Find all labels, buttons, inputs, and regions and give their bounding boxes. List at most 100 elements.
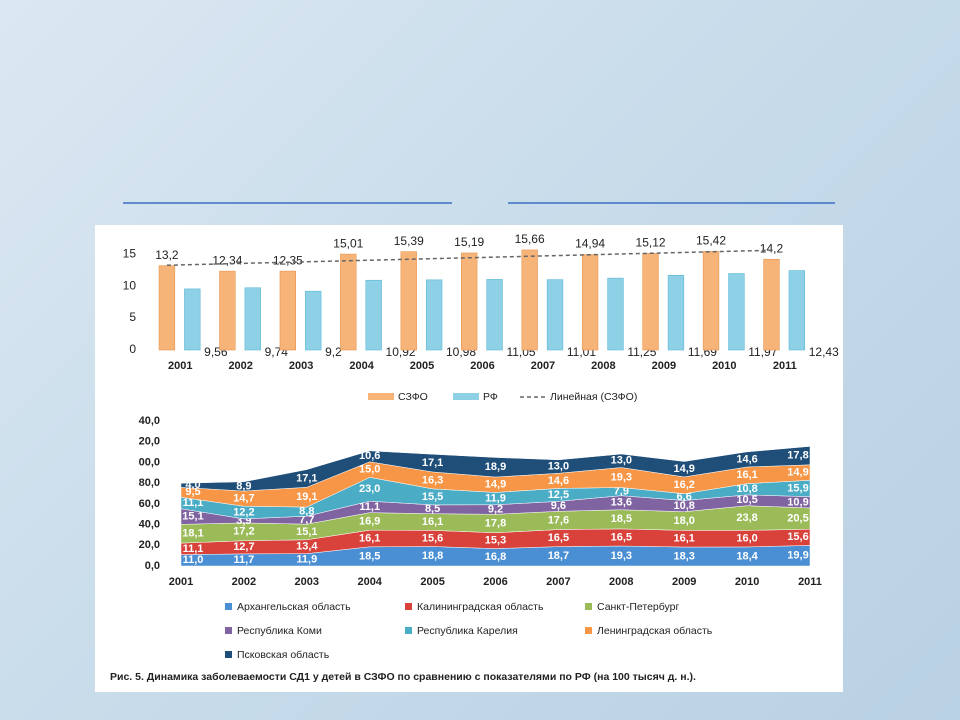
- data-label: 16,1: [736, 469, 757, 481]
- y-tick-label: 5: [129, 310, 136, 324]
- data-label: 20,5: [787, 513, 808, 525]
- x-tick-label: 2004: [349, 360, 374, 372]
- y-tick-label: 40,0: [139, 415, 160, 427]
- y-tick-label: 0,0: [145, 560, 160, 572]
- x-tick-label: 2008: [609, 576, 633, 588]
- x-tick-label: 2002: [228, 360, 252, 372]
- data-label: 15,5: [422, 491, 443, 503]
- data-label: 18,4: [736, 550, 758, 562]
- data-label: 19,1: [296, 491, 317, 503]
- x-tick-label: 2003: [289, 360, 313, 372]
- legend-label: Республика Коми: [237, 625, 322, 637]
- y-tick-label: 00,0: [139, 456, 160, 468]
- trend-line: [166, 249, 772, 266]
- data-label: 10,6: [359, 450, 380, 462]
- y-tick-label: 20,0: [139, 436, 160, 448]
- bar: [788, 270, 806, 351]
- data-label: 12,35: [273, 253, 303, 267]
- data-label: 16,0: [736, 533, 757, 545]
- bar: [486, 279, 503, 351]
- x-tick-label: 2006: [483, 576, 507, 588]
- data-label: 17,8: [485, 517, 506, 529]
- data-label: 7,9: [614, 485, 629, 497]
- x-tick-label: 2002: [232, 576, 256, 588]
- bar: [400, 251, 417, 351]
- x-tick-label: 2011: [773, 360, 797, 372]
- x-tick-label: 2006: [470, 360, 494, 372]
- bar: [667, 275, 685, 351]
- bar: [279, 270, 296, 351]
- data-label: 8,5: [425, 503, 440, 515]
- x-tick-label: 2011: [798, 576, 822, 588]
- bar: [521, 249, 538, 351]
- bar: [581, 254, 599, 351]
- legend-swatch: [405, 627, 412, 634]
- data-label: 17,6: [548, 514, 569, 526]
- y-tick-label: 15: [123, 246, 137, 260]
- data-label: 15,9: [787, 482, 808, 494]
- data-label: 16,1: [359, 532, 380, 544]
- data-label: 15,1: [296, 526, 317, 538]
- legend-label: Ленинградская область: [597, 625, 713, 637]
- data-label: 12,5: [548, 489, 569, 501]
- legend-swatch: [225, 627, 232, 634]
- data-label: 15,6: [787, 531, 808, 543]
- x-tick-label: 2010: [735, 576, 759, 588]
- data-label: 17,1: [296, 472, 317, 484]
- legend-swatch: [225, 651, 232, 658]
- bar: [546, 279, 564, 351]
- y-tick-label: 0: [129, 342, 136, 356]
- data-label: 15,19: [454, 235, 484, 249]
- bar: [305, 290, 322, 351]
- x-tick-label: 2001: [169, 576, 193, 588]
- data-label: 14,9: [787, 466, 808, 478]
- data-label: 18,5: [359, 550, 380, 562]
- data-label: 15,12: [636, 236, 666, 250]
- data-label: 17,8: [787, 449, 808, 461]
- data-label: 19,9: [787, 550, 808, 562]
- data-label: 23,8: [736, 512, 757, 524]
- data-label: 16,2: [673, 479, 694, 491]
- legend-label: Псковская область: [237, 649, 330, 661]
- data-label: 12,7: [233, 541, 254, 553]
- data-label: 15,6: [422, 532, 443, 544]
- y-tick-label: 60,0: [139, 498, 160, 510]
- data-label: 16,3: [422, 474, 443, 486]
- x-tick-label: 2007: [546, 576, 570, 588]
- bar: [244, 287, 261, 351]
- bar: [365, 279, 382, 351]
- data-label: 19,3: [611, 550, 632, 562]
- legend-swatch: [405, 603, 412, 610]
- x-tick-label: 2005: [420, 576, 444, 588]
- data-label: 18,3: [673, 550, 694, 562]
- data-label: 17,2: [233, 526, 254, 538]
- x-tick-label: 2010: [712, 360, 736, 372]
- y-tick-label: 80,0: [139, 477, 160, 489]
- data-label: 9,2: [325, 345, 342, 359]
- bar: [763, 258, 780, 351]
- data-label: 13,6: [611, 497, 632, 509]
- area: [180, 446, 811, 492]
- data-label: 15,01: [333, 236, 363, 250]
- data-label: 14,7: [233, 493, 254, 505]
- data-label: 15,3: [485, 535, 506, 547]
- caption: Рис. 5. Динамика заболеваемости СД1 у де…: [110, 671, 696, 683]
- legend-label: Линейная (СЗФО): [550, 391, 637, 403]
- x-tick-label: 2003: [295, 576, 319, 588]
- legend-swatch: [585, 627, 592, 634]
- data-label: 15,66: [515, 232, 545, 246]
- data-label: 11,0: [183, 554, 204, 566]
- legend-swatch: [453, 393, 479, 400]
- data-label: 18,5: [611, 513, 632, 525]
- bar: [702, 251, 720, 351]
- data-label: 6,6: [677, 491, 692, 503]
- data-label: 13,0: [611, 455, 632, 467]
- data-label: 14,94: [575, 237, 605, 251]
- data-label: 16,5: [548, 532, 569, 544]
- x-tick-label: 2004: [357, 576, 382, 588]
- data-label: 10,9: [787, 496, 808, 508]
- data-label: 16,9: [359, 515, 380, 527]
- data-label: 9,5: [185, 486, 200, 498]
